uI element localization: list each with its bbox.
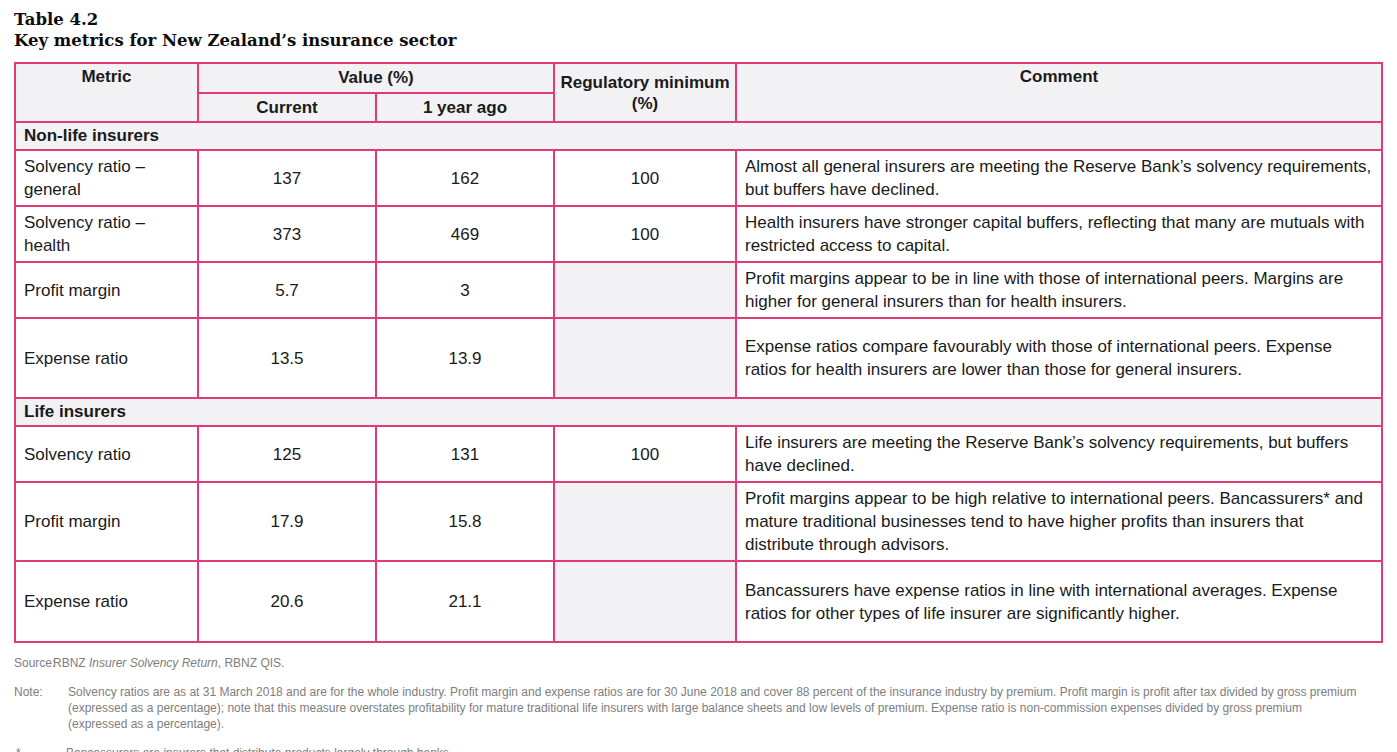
asterisk-line: * Bancassurers are insurers that distrib…: [14, 745, 1383, 752]
comment-cell: Profit margins appear to be high relativ…: [736, 482, 1382, 561]
current-value-cell: 20.6: [198, 561, 376, 642]
source-publication-italic: Insurer Solvency Return: [89, 656, 218, 670]
table-number-label: Table 4.2: [14, 9, 1383, 30]
comment-cell: Expense ratios compare favourably with t…: [736, 318, 1382, 398]
metric-cell: Profit margin: [15, 482, 198, 561]
insurance-metrics-table: Metric Value (%) Regulatory minimum (%) …: [14, 62, 1383, 643]
year-ago-value-cell: 3: [376, 262, 554, 318]
comment-cell: Health insurers have stronger capital bu…: [736, 206, 1382, 262]
metric-cell: Solvency ratio: [15, 426, 198, 482]
year-ago-value-cell: 21.1: [376, 561, 554, 642]
year-ago-value-cell: 131: [376, 426, 554, 482]
metric-cell: Profit margin: [15, 262, 198, 318]
current-value-cell: 373: [198, 206, 376, 262]
note-line: Note: Solvency ratios are as at 31 March…: [14, 684, 1383, 732]
regulatory-minimum-cell: [554, 262, 736, 318]
table-title: Key metrics for New Zealand’s insurance …: [14, 30, 1383, 51]
year-ago-value-cell: 13.9: [376, 318, 554, 398]
section-header-row: Life insurers: [15, 398, 1382, 426]
section-title: Life insurers: [15, 398, 1382, 426]
comment-cell: Almost all general insurers are meeting …: [736, 150, 1382, 206]
regulatory-minimum-cell: 100: [554, 426, 736, 482]
comment-cell: Bancassurers have expense ratios in line…: [736, 561, 1382, 642]
header-row-1: Metric Value (%) Regulatory minimum (%) …: [15, 63, 1382, 93]
note-label: Note:: [14, 684, 68, 700]
metric-cell: Solvency ratio – health: [15, 206, 198, 262]
year-ago-value-cell: 162: [376, 150, 554, 206]
report-page: Table 4.2 Key metrics for New Zealand’s …: [0, 0, 1397, 752]
col-header-1-year-ago: 1 year ago: [376, 93, 554, 122]
regulatory-minimum-cell: [554, 318, 736, 398]
table-row: Profit margin 17.9 15.8 Profit margins a…: [15, 482, 1382, 561]
source-label: Source:: [14, 655, 53, 671]
section-header-row: Non-life insurers: [15, 122, 1382, 150]
year-ago-value-cell: 469: [376, 206, 554, 262]
table-row: Expense ratio 20.6 21.1 Bancassurers hav…: [15, 561, 1382, 642]
note-text: Solvency ratios are as at 31 March 2018 …: [68, 684, 1383, 732]
regulatory-minimum-cell: [554, 561, 736, 642]
comment-cell: Life insurers are meeting the Reserve Ba…: [736, 426, 1382, 482]
regulatory-minimum-cell: 100: [554, 206, 736, 262]
table-row: Solvency ratio – general 137 162 100 Alm…: [15, 150, 1382, 206]
table-row: Expense ratio 13.5 13.9 Expense ratios c…: [15, 318, 1382, 398]
year-ago-value-cell: 15.8: [376, 482, 554, 561]
asterisk-text: Bancassurers are insurers that distribut…: [66, 745, 1383, 752]
current-value-cell: 17.9: [198, 482, 376, 561]
table-header: Metric Value (%) Regulatory minimum (%) …: [15, 63, 1382, 122]
col-header-regulatory-minimum: Regulatory minimum (%): [554, 63, 736, 122]
section-title: Non-life insurers: [15, 122, 1382, 150]
footnotes: Source: RBNZ Insurer Solvency Return, RB…: [14, 655, 1383, 752]
metric-cell: Solvency ratio – general: [15, 150, 198, 206]
current-value-cell: 13.5: [198, 318, 376, 398]
asterisk-label: *: [14, 745, 66, 752]
regulatory-minimum-cell: [554, 482, 736, 561]
table-row: Profit margin 5.7 3 Profit margins appea…: [15, 262, 1382, 318]
regulatory-minimum-cell: 100: [554, 150, 736, 206]
source-text: RBNZ Insurer Solvency Return, RBNZ QIS.: [53, 655, 1383, 671]
table-row: Solvency ratio – health 373 469 100 Heal…: [15, 206, 1382, 262]
metric-cell: Expense ratio: [15, 561, 198, 642]
table-body: Non-life insurers Solvency ratio – gener…: [15, 122, 1382, 642]
col-header-metric: Metric: [15, 63, 198, 122]
metric-cell: Expense ratio: [15, 318, 198, 398]
current-value-cell: 137: [198, 150, 376, 206]
current-value-cell: 125: [198, 426, 376, 482]
col-header-comment: Comment: [736, 63, 1382, 122]
source-line: Source: RBNZ Insurer Solvency Return, RB…: [14, 655, 1383, 671]
title-block: Table 4.2 Key metrics for New Zealand’s …: [14, 9, 1383, 51]
comment-cell: Profit margins appear to be in line with…: [736, 262, 1382, 318]
col-header-value-pct: Value (%): [198, 63, 554, 93]
current-value-cell: 5.7: [198, 262, 376, 318]
table-row: Solvency ratio 125 131 100 Life insurers…: [15, 426, 1382, 482]
col-header-current: Current: [198, 93, 376, 122]
